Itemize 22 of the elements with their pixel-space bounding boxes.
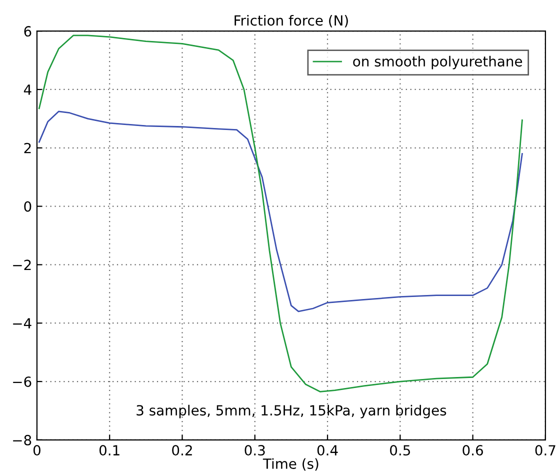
x-tick-label: 0.6 (462, 445, 483, 456)
y-tick-label: 4 (24, 84, 32, 95)
x-tick-label: 0.1 (99, 445, 120, 456)
y-tick-label: −4 (13, 318, 32, 328)
x-axis-title: Time (s) (262, 458, 318, 471)
y-tick-label: −8 (13, 434, 32, 446)
y-tick-label: 6 (24, 26, 32, 37)
x-tick-label: 0.2 (172, 445, 192, 456)
y-tick-label: 2 (24, 142, 31, 154)
x-tick-label: 0.4 (317, 445, 338, 456)
x-tick-label: 0.7 (535, 445, 556, 456)
legend-label: on smooth polyurethane (353, 56, 522, 70)
y-tick-label: −2 (13, 260, 31, 270)
y-tick-label: −6 (13, 376, 32, 387)
x-tick-label: 0 (33, 445, 40, 456)
x-tick-label: 0.5 (390, 445, 410, 456)
line-series (38, 34, 523, 392)
x-tick-label: 0.3 (244, 445, 265, 456)
annotation: 3 samples, 5mm, 1.5Hz, 15kPa, yarn bridges (136, 404, 446, 418)
line-series (38, 110, 523, 312)
chart-title: Friction force (N) (234, 14, 348, 28)
y-tick-label: 0 (24, 201, 32, 212)
